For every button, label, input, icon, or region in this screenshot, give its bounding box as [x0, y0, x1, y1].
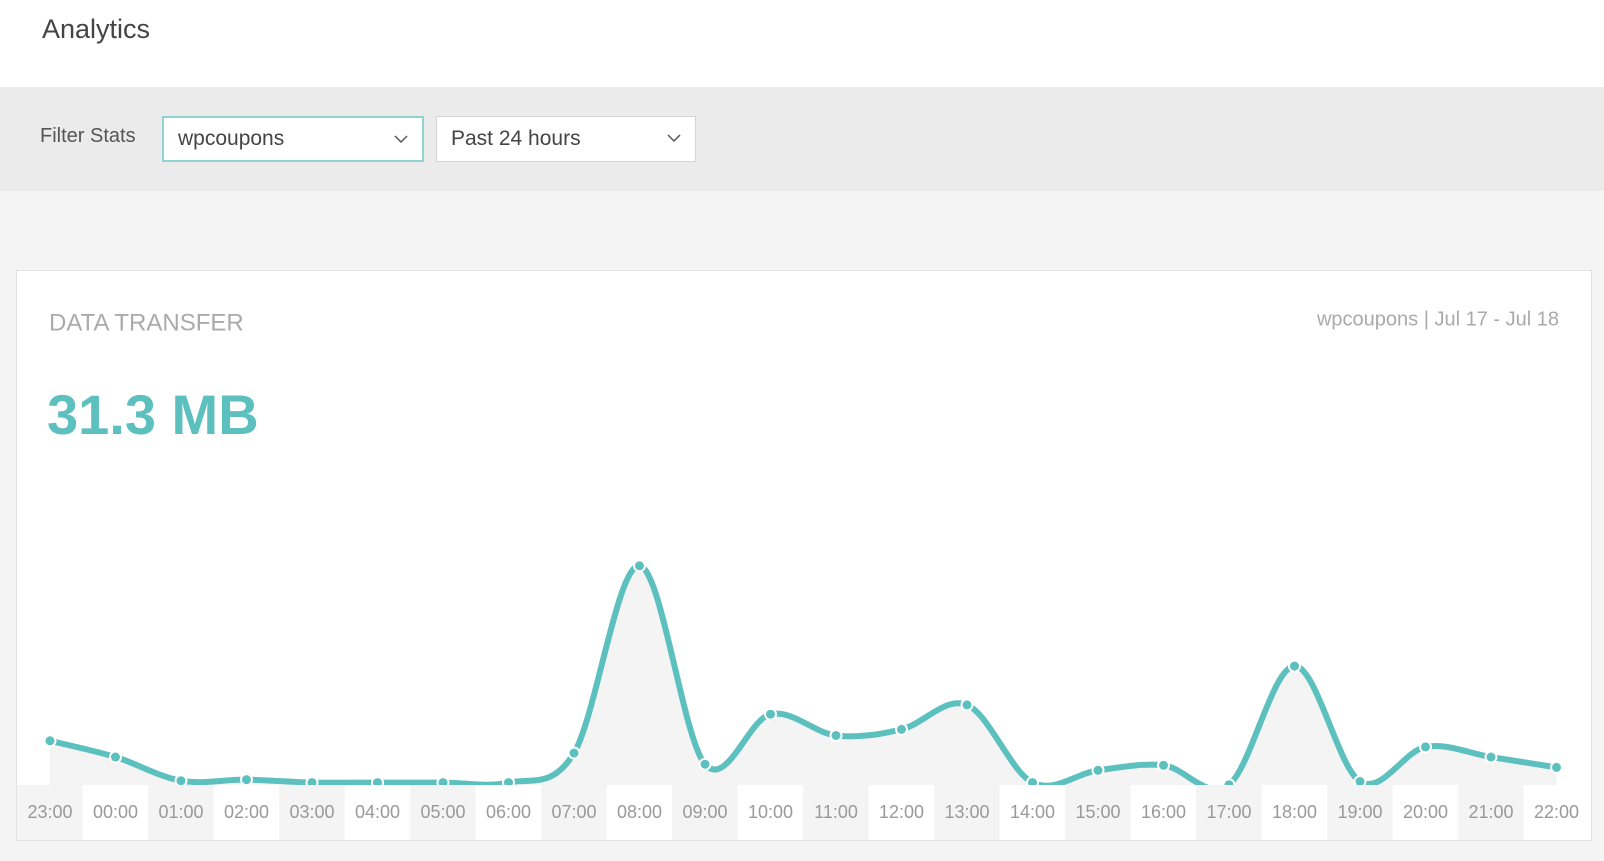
point: [633, 559, 646, 573]
x-tick-label: 14:00: [1010, 802, 1055, 822]
label-band: [1196, 785, 1262, 840]
label-band: [803, 785, 869, 840]
point: [109, 750, 122, 764]
label-band: [17, 785, 83, 840]
label-band: [475, 785, 542, 840]
point: [174, 774, 188, 785]
label-band: [999, 785, 1066, 840]
point: [960, 698, 974, 712]
label-band: [344, 785, 411, 840]
point: [764, 707, 777, 721]
x-tick-label: 06:00: [486, 802, 531, 822]
period-select[interactable]: Past 24 hours: [436, 116, 696, 162]
x-tick-label: 08:00: [617, 802, 662, 822]
point: [1288, 659, 1301, 673]
chart-subtitle: wpcoupons | Jul 17 - Jul 18: [1316, 308, 1559, 330]
point: [436, 776, 450, 785]
x-tick-label: 16:00: [1141, 802, 1186, 822]
x-tick-label: 05:00: [420, 802, 465, 822]
x-tick-label: 15:00: [1075, 802, 1120, 822]
point: [305, 776, 319, 785]
plot: [43, 559, 1563, 785]
point: [1091, 763, 1105, 777]
point: [502, 776, 515, 785]
chart: DATA TRANSFER wpcoupons | Jul 17 - Jul 1…: [17, 308, 1590, 840]
label-band: [606, 785, 673, 840]
x-tick-label: 21:00: [1468, 802, 1513, 822]
site-select[interactable]: wpcoupons: [162, 116, 424, 162]
x-tick-label: 01:00: [158, 802, 203, 822]
label-band: [82, 785, 149, 840]
x-tick-label: 17:00: [1206, 802, 1251, 822]
page-title: Analytics: [42, 14, 151, 44]
chart-card: DATA TRANSFER wpcoupons | Jul 17 - Jul 1…: [16, 270, 1592, 841]
site-select-value: wpcoupons: [178, 127, 285, 150]
point: [371, 776, 384, 785]
label-band: [1458, 785, 1524, 840]
point: [240, 773, 253, 785]
chevron: [667, 134, 681, 143]
label-band: [1327, 785, 1393, 840]
label-band: [541, 785, 607, 840]
point: [1419, 740, 1432, 754]
point: [829, 728, 843, 742]
x-tick-label: 11:00: [814, 802, 858, 822]
point: [895, 722, 908, 736]
x-tick-label: 03:00: [289, 802, 334, 822]
point: [1026, 776, 1039, 785]
total-value: 31.3 MB: [47, 383, 259, 446]
x-tick-label: 10:00: [748, 802, 793, 822]
header: Analytics: [0, 0, 1604, 87]
x-tick-label: 19:00: [1337, 802, 1382, 822]
point: [1550, 760, 1563, 774]
point: [698, 757, 712, 771]
label-band: [1130, 785, 1197, 840]
filter-bar: Filter Stats wpcoupons Past 24 hours: [0, 87, 1604, 191]
point: [43, 734, 57, 748]
point: [1157, 758, 1170, 772]
label-band: [1392, 785, 1459, 840]
label-band: [868, 785, 935, 840]
x-tick-label: 20:00: [1403, 802, 1448, 822]
x-tick-label: 09:00: [682, 802, 727, 822]
x-tick-label: 23:00: [27, 802, 72, 822]
x-tick-label: 07:00: [551, 802, 596, 822]
chevron: [394, 135, 408, 144]
x-tick-label: 12:00: [879, 802, 924, 822]
point: [567, 746, 581, 760]
x-tick-label: 22:00: [1534, 802, 1579, 822]
label-band: [672, 785, 738, 840]
label-band: [737, 785, 804, 840]
area: [50, 565, 1557, 785]
point: [1222, 778, 1236, 785]
period-select-value: Past 24 hours: [451, 127, 581, 150]
label-band: [1065, 785, 1131, 840]
label-band: [1523, 785, 1590, 840]
point: [1484, 750, 1498, 764]
label-band: [148, 785, 214, 840]
x-tick-label: 13:00: [944, 802, 989, 822]
filter-label: Filter Stats: [40, 125, 136, 147]
x-tick-label: 02:00: [224, 802, 269, 822]
point: [1353, 775, 1367, 785]
label-band: [934, 785, 1000, 840]
x-tick-label: 00:00: [93, 802, 138, 822]
label-band: [213, 785, 280, 840]
label-band: [279, 785, 345, 840]
chart-title: DATA TRANSFER: [49, 309, 244, 336]
label-band: [1261, 785, 1328, 840]
x-tick-label: 18:00: [1272, 802, 1317, 822]
x-tick-label: 04:00: [355, 802, 400, 822]
label-band: [410, 785, 476, 840]
